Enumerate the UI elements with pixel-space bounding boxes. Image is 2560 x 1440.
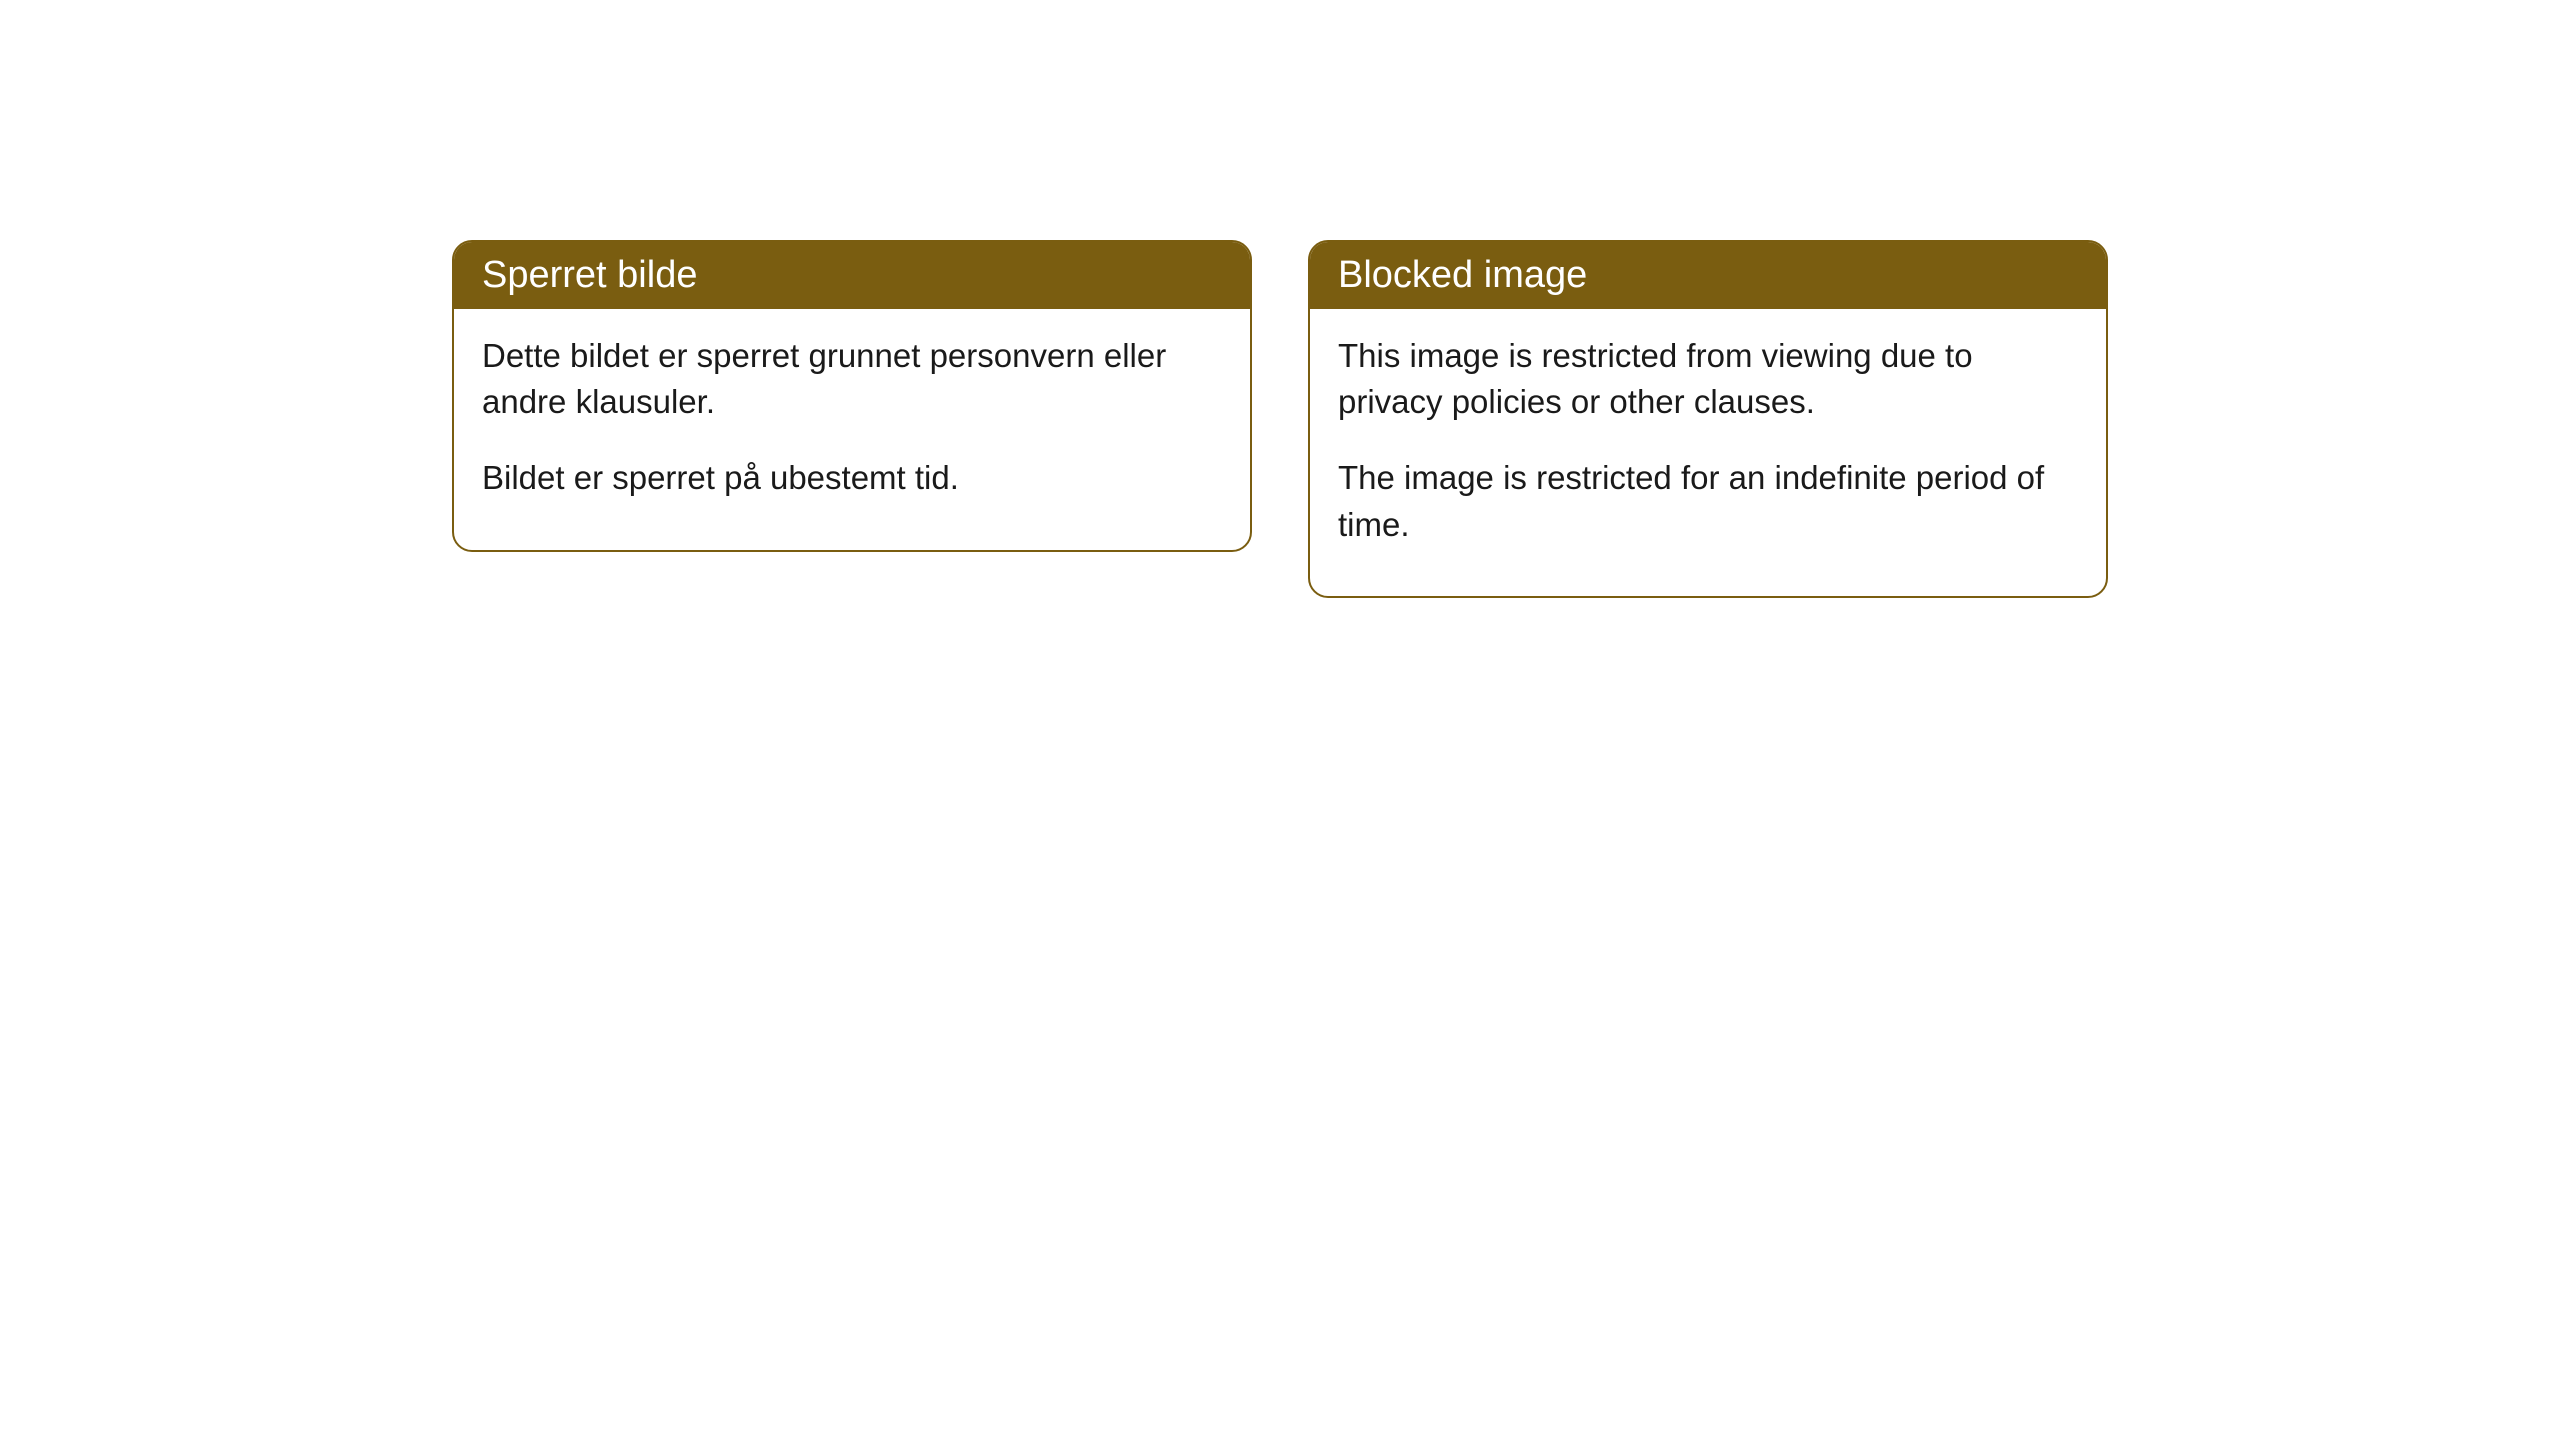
card-body: This image is restricted from viewing du… <box>1310 309 2106 596</box>
card-paragraph: Bildet er sperret på ubestemt tid. <box>482 455 1222 501</box>
blocked-image-card-norwegian: Sperret bilde Dette bildet er sperret gr… <box>452 240 1252 552</box>
card-header: Blocked image <box>1310 242 2106 309</box>
card-paragraph: Dette bildet er sperret grunnet personve… <box>482 333 1222 425</box>
card-paragraph: The image is restricted for an indefinit… <box>1338 455 2078 547</box>
card-title: Sperret bilde <box>482 254 697 296</box>
card-paragraph: This image is restricted from viewing du… <box>1338 333 2078 425</box>
blocked-image-card-english: Blocked image This image is restricted f… <box>1308 240 2108 598</box>
card-header: Sperret bilde <box>454 242 1250 309</box>
card-body: Dette bildet er sperret grunnet personve… <box>454 309 1250 550</box>
notice-cards-container: Sperret bilde Dette bildet er sperret gr… <box>452 240 2108 1440</box>
card-title: Blocked image <box>1338 254 1587 296</box>
